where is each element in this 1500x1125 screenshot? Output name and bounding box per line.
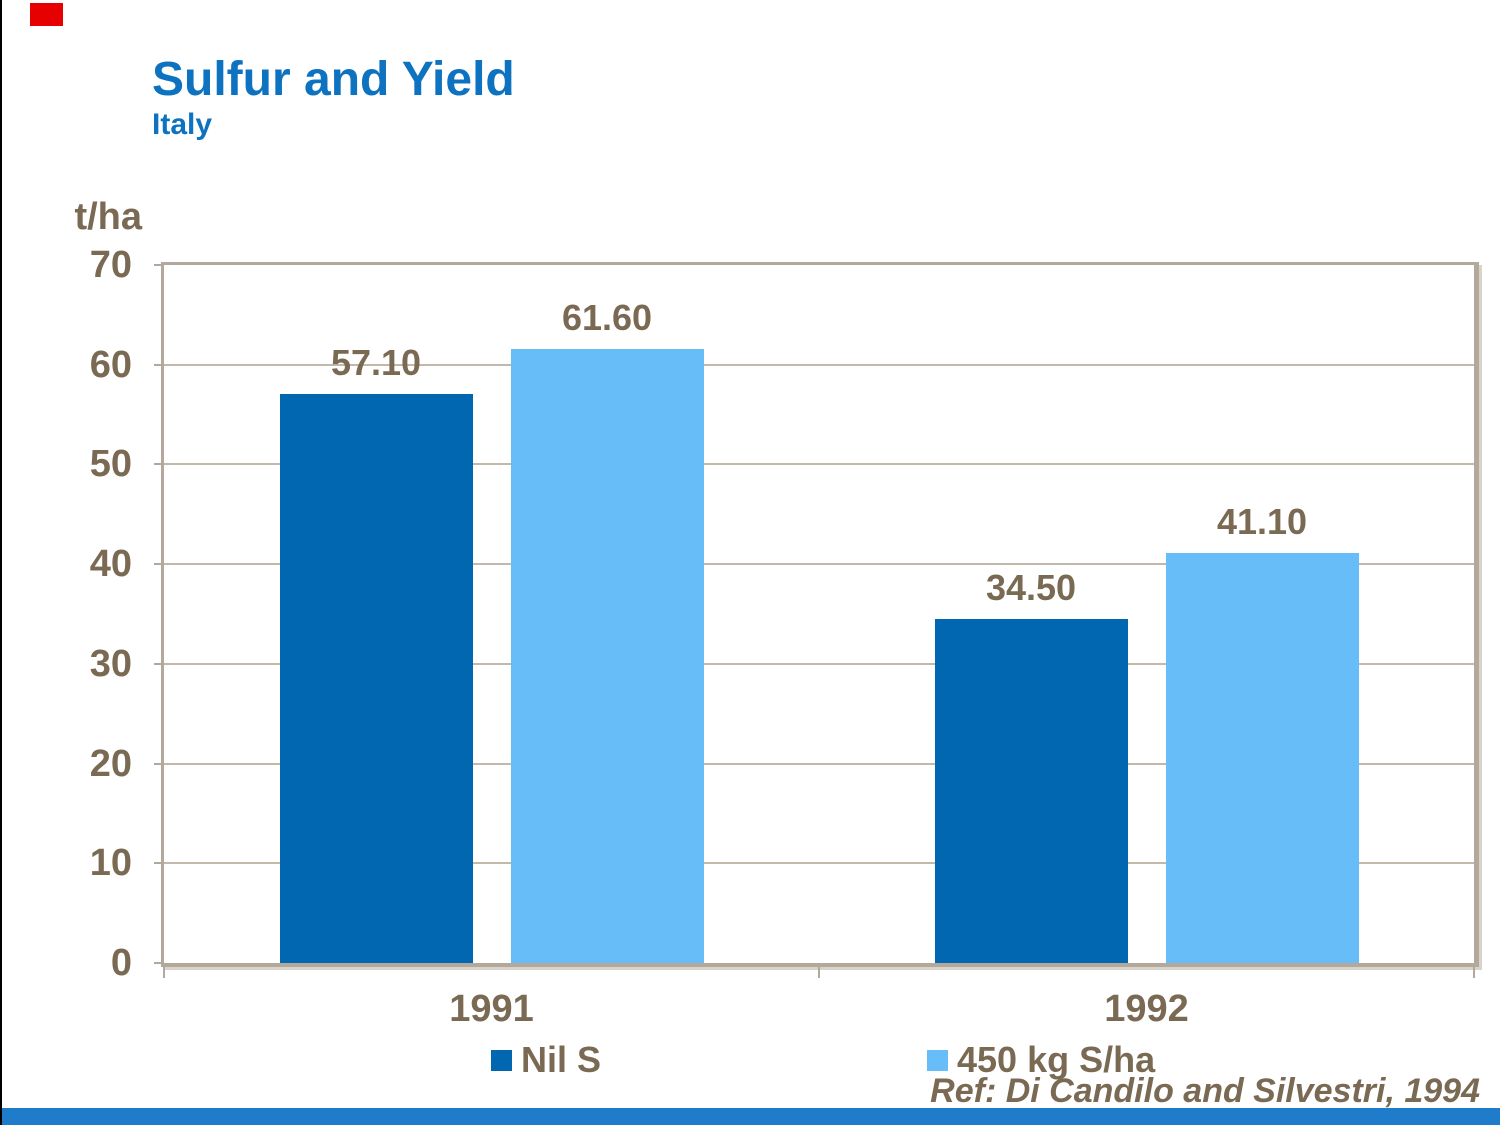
- y-axis-tick: [154, 862, 163, 865]
- y-axis-tick: [154, 264, 163, 266]
- y-tick-label: 70: [89, 244, 132, 286]
- bar-value-label: 57.10: [330, 341, 422, 383]
- gridline: [164, 563, 1474, 566]
- legend-label: 450 kg S/ha: [957, 1039, 1156, 1080]
- gridline: [164, 662, 1474, 665]
- y-axis-tick: [154, 762, 163, 765]
- reference-text: Ref: Di Candilo and Silvestri, 1994: [930, 1072, 1480, 1110]
- y-tick-label: 40: [89, 543, 132, 586]
- chart-title: Sulfur and Yield: [152, 53, 515, 106]
- y-axis-tick: [154, 662, 163, 665]
- bar-nil-s-1991: [279, 393, 473, 963]
- legend-label: Nil S: [521, 1039, 602, 1080]
- y-tick-label: 50: [89, 443, 132, 486]
- y-tick-label: 30: [89, 642, 132, 685]
- y-axis-tick: [154, 563, 163, 566]
- x-category-label: 1992: [1104, 988, 1189, 1030]
- bar-nil-s-1992: [934, 618, 1128, 963]
- red-accent-mark: [30, 3, 63, 26]
- bar-value-label: 61.60: [561, 296, 653, 338]
- y-tick-label: 60: [89, 343, 132, 386]
- legend-swatch-nil-s: [491, 1049, 512, 1071]
- gridline: [164, 862, 1474, 865]
- y-tick-label: 20: [89, 742, 132, 785]
- y-axis-tick: [154, 463, 163, 466]
- y-axis-tick: [154, 363, 163, 366]
- plot-area: 57.10 61.60 34.50 41.10: [161, 262, 1479, 967]
- legend-swatch-450-kg-s-ha: [927, 1049, 948, 1071]
- bar-value-label: 41.10: [1216, 501, 1308, 543]
- x-axis-tick: [163, 967, 165, 978]
- legend-item-450-kg-s-ha: 450 kg S/ha: [927, 1039, 1156, 1080]
- y-tick-label: 0: [110, 942, 132, 984]
- y-axis-unit-label: t/ha: [74, 196, 142, 238]
- gridline: [164, 363, 1474, 366]
- chart-subtitle: Italy: [152, 108, 213, 141]
- y-axis-tick: [154, 962, 163, 964]
- bar-450-kg-s-ha-1991: [510, 348, 704, 963]
- x-axis-tick: [1473, 967, 1475, 978]
- y-tick-label: 10: [89, 842, 132, 885]
- gridline: [164, 762, 1474, 765]
- legend-item-nil-s: Nil S: [491, 1039, 602, 1080]
- bar-value-label: 34.50: [985, 566, 1077, 608]
- bottom-blue-band: [2, 1108, 1500, 1125]
- bar-450-kg-s-ha-1992: [1165, 553, 1359, 963]
- x-category-label: 1991: [449, 988, 534, 1030]
- gridline: [164, 463, 1474, 466]
- x-axis-tick: [818, 967, 820, 978]
